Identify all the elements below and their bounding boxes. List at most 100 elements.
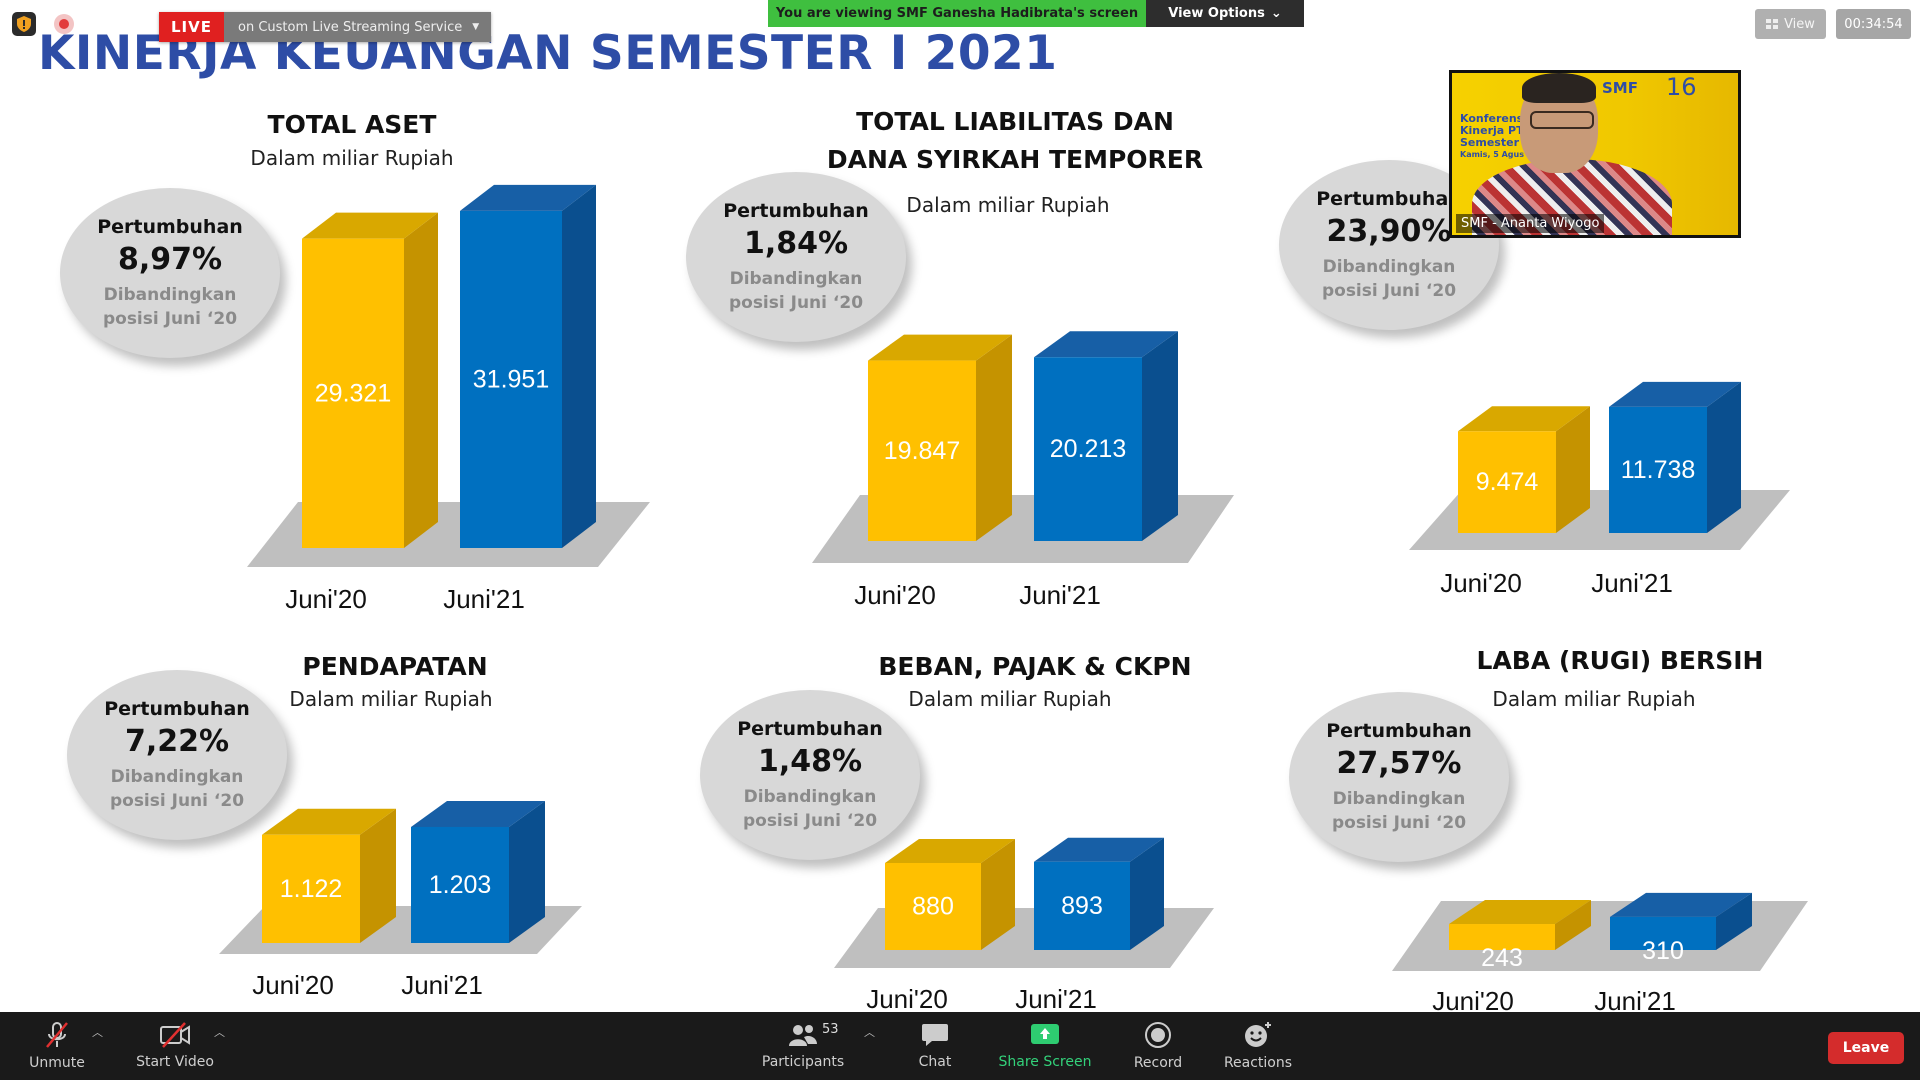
compare-line-2: posisi Juni ‘20: [1331, 812, 1467, 833]
bar-top: [411, 800, 545, 827]
participant-hair: [1522, 73, 1596, 103]
start-video-button[interactable]: Start Video: [130, 1012, 220, 1080]
bar-side: [1707, 381, 1741, 533]
bar-value-label: 9.474: [1476, 468, 1539, 496]
x-label-juni21: Juni'21: [1015, 984, 1097, 1014]
bar-top: [1449, 900, 1591, 925]
video-slide-text: Konferens Kinerja PT Semester Kamis, 5 A…: [1460, 113, 1524, 161]
bar-side: [981, 839, 1015, 950]
view-layout-button[interactable]: View: [1755, 9, 1826, 39]
growth-label: Pertumbuhan: [1316, 187, 1462, 210]
viewing-banner-text: You are viewing SMF Ganesha Hadibrata's …: [768, 0, 1146, 27]
bar-front: [1034, 861, 1130, 950]
bar-value-label: 11.738: [1621, 456, 1696, 484]
bar-front: [1609, 406, 1707, 533]
bar-juni20: 243: [1449, 900, 1591, 972]
video-slide-text-line: Kinerja PT: [1460, 124, 1524, 137]
chat-button[interactable]: Chat: [898, 1012, 972, 1080]
bar-juni20: 29.321: [302, 212, 438, 548]
growth-bubble-liabilitas: Pertumbuhan 1,84% Dibandingkan posisi Ju…: [686, 172, 906, 342]
bar-charts: 29.321 31.951 19.847 20.213 9.474 11.738 1.122…: [219, 184, 1808, 972]
participants-label: Participants: [761, 1054, 845, 1070]
compare-line-2: posisi Juni ‘20: [109, 790, 245, 811]
bar-juni21: 310: [1610, 892, 1752, 965]
x-label-juni21: Juni'21: [1594, 986, 1676, 1016]
security-shield-icon[interactable]: [12, 12, 36, 36]
compare-line-1: Dibandingkan: [1332, 788, 1466, 809]
bar-top: [885, 839, 1015, 864]
x-label-juni21: Juni'21: [1019, 580, 1101, 610]
panel-subtitle-total-aset: Dalam miliar Rupiah: [250, 146, 454, 170]
bar-front: [302, 238, 404, 548]
x-label-juni20: Juni'20: [1432, 986, 1514, 1016]
growth-label: Pertumbuhan: [1326, 719, 1472, 742]
view-options-button[interactable]: View Options ⌄: [1146, 0, 1304, 27]
bar-front: [1034, 357, 1142, 541]
participants-caret-icon[interactable]: ︿: [864, 1026, 875, 1039]
video-slide-text-line: Konferens: [1460, 112, 1524, 125]
growth-value: 8,97%: [117, 241, 223, 277]
bar-top: [1458, 406, 1590, 432]
x-label-juni20: Juni'20: [866, 984, 948, 1014]
panel-title-total-aset: TOTAL ASET: [267, 110, 437, 139]
share-screen-icon: [1031, 1024, 1059, 1044]
x-label-juni20: Juni'20: [285, 584, 367, 614]
live-service-dropdown[interactable]: on Custom Live Streaming Service ▼: [224, 12, 492, 42]
panel-subtitle-laba: Dalam miliar Rupiah: [1492, 687, 1696, 711]
audio-options-caret-icon[interactable]: ︿: [92, 1026, 103, 1039]
start-video-label: Start Video: [136, 1054, 214, 1070]
bar-value-label: 893: [1061, 892, 1103, 920]
unmute-button[interactable]: Unmute: [18, 1012, 96, 1080]
share-screen-button[interactable]: Share Screen: [992, 1012, 1098, 1080]
compare-line-1: Dibandingkan: [110, 766, 244, 787]
growth-bubble-beban: Pertumbuhan 1,48% Dibandingkan posisi Ju…: [700, 690, 920, 860]
bar-front: [868, 360, 976, 541]
bar-side: [1556, 406, 1590, 533]
live-streaming-status[interactable]: LIVE on Custom Live Streaming Service ▼: [159, 12, 492, 42]
growth-bubble-pendapatan: Pertumbuhan 7,22% Dibandingkan posisi Ju…: [67, 670, 287, 840]
chevron-down-icon: ⌄: [1270, 6, 1282, 21]
panel-subtitle-beban: Dalam miliar Rupiah: [908, 687, 1112, 711]
reactions-button[interactable]: Reactions: [1216, 1012, 1300, 1080]
compare-line-1: Dibandingkan: [103, 284, 237, 305]
x-label-juni20: Juni'20: [1440, 568, 1522, 598]
panel-subtitle-pendapatan: Dalam miliar Rupiah: [289, 687, 493, 711]
bar-value-label: 31.951: [473, 365, 549, 393]
chat-label: Chat: [918, 1054, 952, 1070]
bar-side: [404, 212, 438, 548]
bar-juni20: 880: [885, 839, 1015, 950]
bar-side: [1555, 900, 1591, 950]
growth-label: Pertumbuhan: [97, 215, 243, 238]
bar-value-label: 29.321: [315, 379, 391, 407]
panel-title-liabilitas-line1: TOTAL LIABILITAS DAN: [856, 107, 1174, 136]
share-screen-label: Share Screen: [998, 1054, 1092, 1070]
bar-side: [1130, 837, 1164, 950]
bar-juni21: 893: [1034, 837, 1164, 950]
bar-top: [460, 184, 596, 211]
leave-meeting-button[interactable]: Leave: [1828, 1032, 1904, 1064]
panel-title-liabilitas-line2: DANA SYIRKAH TEMPORER: [826, 145, 1204, 174]
x-label-juni21: Juni'21: [443, 584, 525, 614]
unmute-label: Unmute: [29, 1055, 85, 1071]
caret-down-icon: ▼: [472, 22, 480, 32]
compare-line-2: posisi Juni ‘20: [728, 292, 864, 313]
video-slide-text-line: Semester: [1460, 136, 1519, 149]
participants-icon: [789, 1025, 817, 1046]
growth-value: 1,48%: [757, 743, 863, 779]
grid-icon: [1766, 19, 1779, 29]
growth-bubble-laba: Pertumbuhan 27,57% Dibandingkan posisi J…: [1289, 692, 1509, 862]
live-badge: LIVE: [159, 12, 224, 42]
live-service-label: on Custom Live Streaming Service: [238, 19, 463, 35]
bar-side: [509, 800, 545, 943]
recording-indicator-icon[interactable]: [54, 14, 74, 34]
video-options-caret-icon[interactable]: ︿: [214, 1026, 225, 1039]
compare-line-1: Dibandingkan: [729, 268, 863, 289]
growth-value: 7,22%: [124, 723, 230, 759]
bar-juni21: 11.738: [1609, 381, 1741, 533]
bar-value-label: 19.847: [884, 437, 960, 465]
participants-button[interactable]: Participants 53: [758, 1012, 848, 1080]
record-button[interactable]: Record: [1118, 1012, 1198, 1080]
microphone-muted-icon: [46, 1022, 68, 1048]
participant-video-tile[interactable]: Konferens Kinerja PT Semester Kamis, 5 A…: [1449, 70, 1741, 238]
panel-subtitle-liabilitas: Dalam miliar Rupiah: [906, 193, 1110, 217]
